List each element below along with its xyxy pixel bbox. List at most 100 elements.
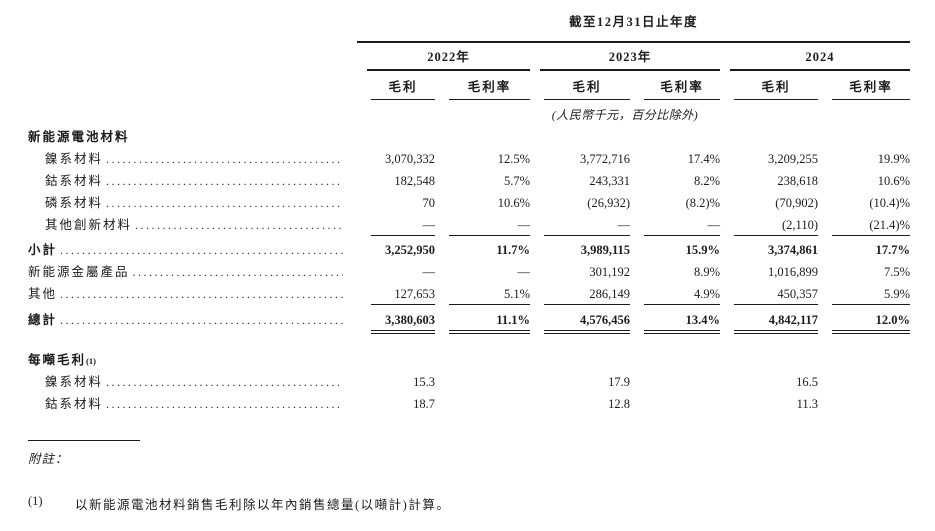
- cell-value: (2,110): [734, 218, 818, 236]
- data-cell: [530, 346, 630, 368]
- cell-value: 5.9%: [832, 287, 911, 305]
- data-cell: 13.4%: [630, 305, 720, 334]
- cell-value: 12.0%: [832, 313, 911, 334]
- data-cell: 450,357: [720, 280, 818, 305]
- data-cell: (10.4)%: [818, 189, 910, 211]
- dot-leader: [106, 397, 343, 412]
- table-row: 鎳系材料 3,070,332 12.5% 3,772,716 17.4% 3,209,25…: [28, 145, 910, 167]
- row-label-cell: 其他創新材料: [28, 211, 357, 236]
- dot-leader: [106, 375, 343, 390]
- data-cell: 70: [357, 189, 436, 211]
- empty-cell: [720, 100, 910, 123]
- data-cell: 127,653: [357, 280, 435, 305]
- cell-value: 16.5: [796, 375, 818, 389]
- table-row: 新能源電池材料: [28, 123, 910, 145]
- column-header-gross-profit: 毛利: [371, 76, 435, 100]
- data-cell: [357, 123, 435, 145]
- data-cell: 3,989,115: [530, 236, 630, 258]
- data-cell: [818, 123, 910, 145]
- row-label: 每噸毛利: [28, 353, 87, 367]
- dot-leader: [106, 174, 343, 189]
- row-label: 新能源金屬產品: [28, 265, 130, 279]
- cell-value: 12.8: [608, 397, 630, 411]
- data-cell: 11.7%: [435, 236, 530, 258]
- data-cell: [435, 123, 530, 145]
- data-cell: 3,772,716: [530, 145, 630, 167]
- row-label-cell: 小計: [28, 236, 357, 258]
- table-header: 截至12月31日止年度 2022年 2023年 2024 毛利 毛利率 毛利: [28, 6, 911, 123]
- cell-value: —: [371, 218, 435, 236]
- dot-leader: [60, 313, 343, 328]
- row-label: 新能源電池材料: [28, 130, 130, 144]
- data-cell: 18.7: [357, 390, 435, 412]
- data-cell: 3,374,861: [720, 236, 818, 258]
- data-cell: [818, 368, 910, 390]
- footnote-text: 以新能源電池材料銷售毛利除以年內銷售總量(以噸計)計算。: [75, 498, 451, 512]
- cell-value: 11.7%: [496, 243, 530, 257]
- row-label: 鎳系材料: [45, 152, 104, 166]
- notes-label: 附註：: [28, 452, 69, 466]
- row-label-cell: 新能源金屬產品: [28, 258, 357, 280]
- data-cell: 17.9: [530, 368, 630, 390]
- data-cell: 3,380,603: [357, 305, 435, 334]
- data-cell: 1,016,899: [720, 258, 818, 280]
- footnote-ref: (1): [86, 356, 96, 366]
- year-group-cell: 2022年: [357, 42, 530, 71]
- cell-value: 13.4%: [644, 313, 720, 334]
- data-cell: 5.9%: [818, 280, 911, 305]
- table-row: 鎳系材料 15.3 17.9 16.5: [28, 368, 910, 390]
- cell-value: 286,149: [544, 287, 630, 305]
- row-label: 鎳系材料: [45, 375, 104, 389]
- dot-leader: [106, 152, 343, 167]
- data-cell: 15.9%: [630, 236, 720, 258]
- gross-profit-table: 截至12月31日止年度 2022年 2023年 2024 毛利 毛利率 毛利: [28, 6, 911, 412]
- cell-value: (10.4)%: [869, 196, 911, 210]
- column-header-cell: 毛利率: [435, 71, 530, 100]
- data-cell: [435, 390, 530, 412]
- cell-value: 182,548: [394, 174, 435, 188]
- row-label: 鈷系材料: [45, 397, 104, 411]
- data-cell: 4,576,456: [530, 305, 630, 334]
- data-cell: [630, 346, 720, 368]
- cell-value: —: [544, 218, 630, 236]
- table-title-row: 截至12月31日止年度: [28, 6, 911, 43]
- row-label-cell: 新能源電池材料: [28, 123, 357, 145]
- data-cell: 10.6%: [435, 189, 530, 211]
- label-column-spacer: [28, 42, 357, 71]
- data-cell: 12.8: [530, 390, 630, 412]
- data-cell: [530, 123, 630, 145]
- data-cell: (26,932): [530, 189, 630, 211]
- data-cell: 3,070,332: [357, 145, 435, 167]
- data-cell: 286,149: [530, 280, 630, 305]
- table-row: 磷系材料 70 10.6% (26,932) (8.2)% (70,902) (10.4)%: [28, 189, 910, 211]
- footnote-marker: (1): [28, 494, 43, 508]
- cell-value: 18.7: [413, 397, 435, 411]
- data-cell: 12.5%: [435, 145, 530, 167]
- data-cell: 4.9%: [630, 280, 720, 305]
- cell-value: 10.6%: [877, 174, 911, 188]
- data-cell: 5.1%: [435, 280, 530, 305]
- table-title: 截至12月31日止年度: [357, 6, 911, 43]
- column-header-cell: 毛利率: [630, 71, 720, 100]
- column-header-row: 毛利 毛利率 毛利 毛利率 毛利 毛利率: [28, 71, 911, 100]
- cell-value: 15.9%: [685, 243, 720, 257]
- row-label: 其他: [28, 287, 58, 301]
- cell-value: 8.9%: [693, 265, 720, 279]
- cell-value: 17.7%: [875, 243, 911, 257]
- column-header-cell: 毛利率: [818, 71, 911, 100]
- cell-value: 19.9%: [877, 152, 911, 166]
- cell-value: 11.3: [796, 397, 818, 411]
- cell-value: 4,842,117: [734, 313, 818, 334]
- data-cell: —: [357, 258, 436, 280]
- cell-value: 3,989,115: [580, 243, 630, 257]
- year-group-row: 2022年 2023年 2024: [28, 42, 911, 71]
- row-label: 其他創新材料: [45, 218, 133, 232]
- data-cell: 8.9%: [630, 258, 720, 280]
- cell-value: 17.4%: [687, 152, 720, 166]
- column-header-margin: 毛利率: [832, 76, 911, 100]
- data-cell: [720, 346, 818, 368]
- cell-value: 12.5%: [497, 152, 530, 166]
- data-cell: [435, 346, 530, 368]
- row-label-cell: 磷系材料: [28, 189, 357, 211]
- cell-value: 70: [422, 196, 436, 210]
